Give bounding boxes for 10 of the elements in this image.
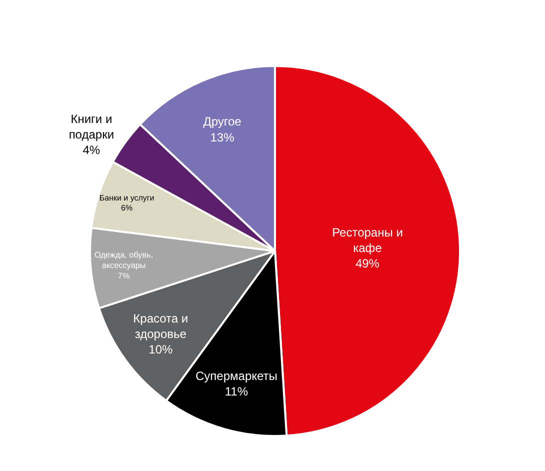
data-label: 10% (148, 342, 173, 357)
slice-label: Супермаркеты (196, 368, 278, 383)
data-label: 13% (210, 130, 235, 144)
slice-label: Другое (203, 114, 242, 129)
data-label: 11% (224, 384, 248, 399)
slice-label: Красота и здоровье (133, 311, 188, 342)
data-label: 4% (82, 143, 100, 158)
data-label: 49% (355, 256, 380, 271)
slice-label: Книги и подарки (68, 112, 114, 142)
slice-label: Рестораны и кафе (332, 225, 403, 256)
